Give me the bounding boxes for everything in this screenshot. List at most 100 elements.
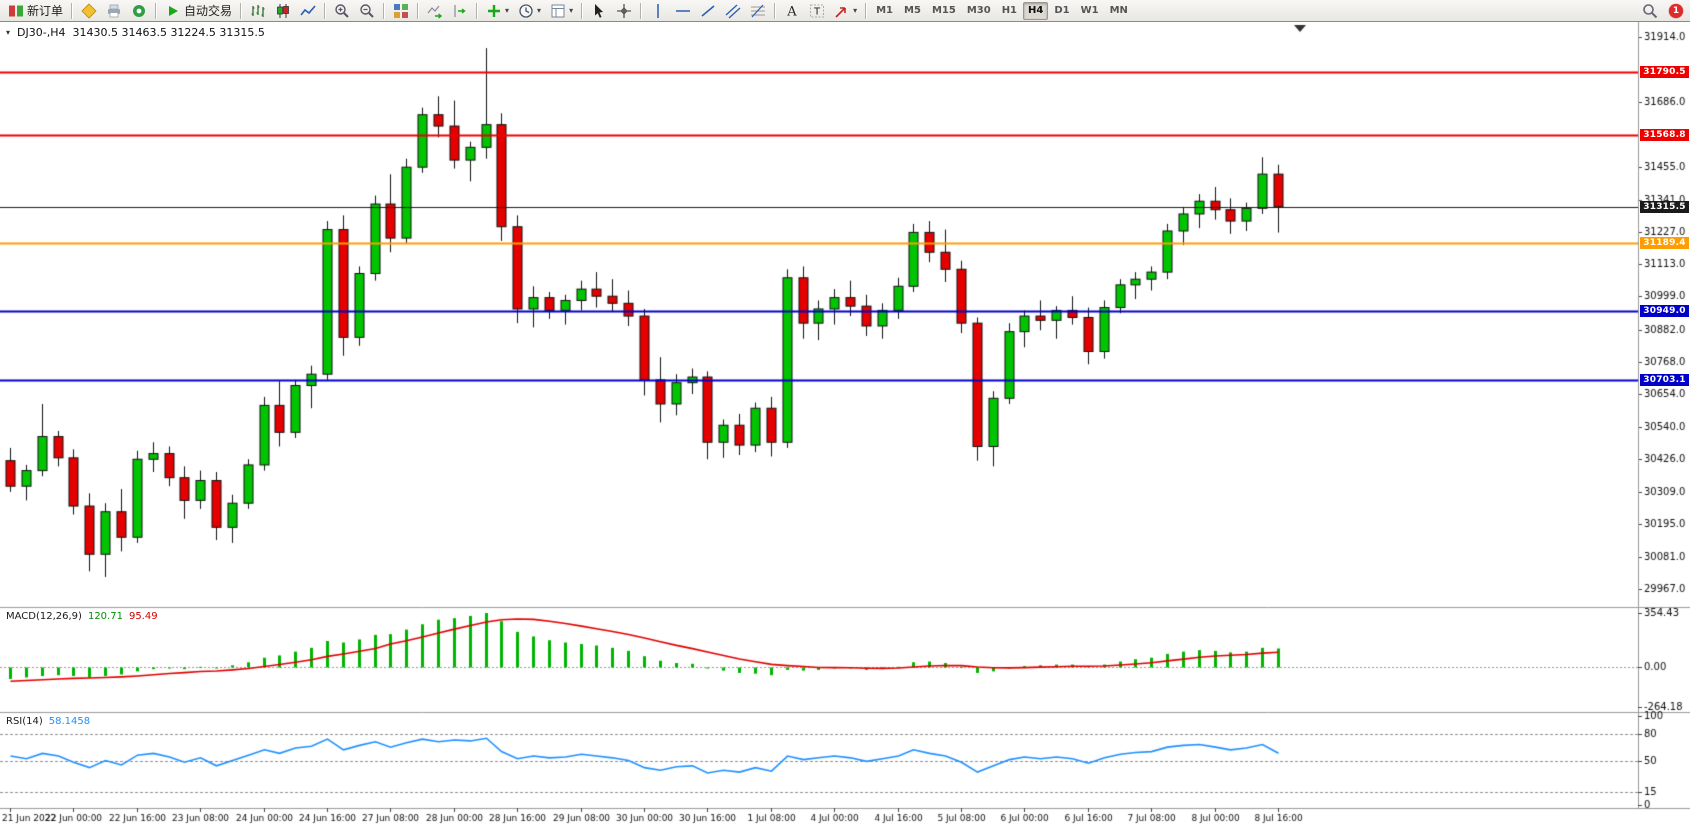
cursor-button[interactable] [587,1,611,21]
bar-chart-button[interactable] [246,1,270,21]
macd-indicator-label: MACD(12,26,9) 120.71 95.49 [6,611,158,622]
autotrading-button[interactable]: 自动交易 [161,1,236,21]
vertical-line-button[interactable] [646,1,670,21]
chart-shift-button[interactable] [448,1,472,21]
new-order-button[interactable]: 新订单 [4,1,67,21]
zoom-in-icon [335,3,349,18]
dropdown-caret-icon: ▾ [505,5,510,15]
toolbar-separator [71,2,74,19]
dropdown-caret-icon: ▾ [569,5,574,15]
toolbar-separator [155,2,158,19]
macd-name: MACD(12,26,9) [6,611,82,622]
toolbar-separator [640,2,643,19]
autotrading-icon [169,5,179,16]
horizontal-line-icon [676,9,691,12]
price-axis-chip: 30703.1 [1640,374,1689,387]
tile-windows-button[interactable] [389,1,413,21]
symbol-timeframe: DJ30-,H4 [17,26,66,39]
templates-icon [551,4,565,17]
crosshair-icon [617,3,632,18]
symbol-caret-icon: ▾ [6,28,11,37]
price-axis-chip: 31568.8 [1640,128,1689,141]
new-order-label: 新订单 [27,4,64,18]
svg-text:T: T [813,6,821,17]
auto-scroll-button[interactable] [423,1,447,21]
timeframe-m30-button[interactable]: M30 [962,2,996,20]
indicators-icon [488,4,501,17]
zoom-out-button[interactable] [355,1,379,21]
svg-text:A: A [786,4,797,19]
arrows-button[interactable]: ▾ [830,1,861,21]
indicators-button[interactable]: ▾ [482,1,513,21]
fibonacci-icon [751,4,766,17]
templates-button[interactable]: ▾ [546,1,577,21]
toolbar-separator [324,2,327,19]
toolbar-separator [774,2,777,19]
line-chart-button[interactable] [296,1,320,21]
vertical-line-icon [657,3,659,18]
clock-icon [519,3,533,18]
ohlc-values: 31430.5 31463.5 31224.5 31315.5 [72,26,265,39]
main-toolbar: 新订单 自动交易 [0,0,1690,22]
line-chart-icon [300,4,316,15]
zoom-out-icon [360,3,374,18]
auto-scroll-icon [427,5,443,19]
macd-main-value: 120.71 [87,611,123,622]
periods-button[interactable]: ▾ [514,1,545,21]
trendline-icon [701,4,715,17]
text-button[interactable]: A [780,1,804,21]
fibonacci-button[interactable] [746,1,770,21]
dropdown-caret-icon: ▾ [537,5,542,15]
timeframe-m1-button[interactable]: M1 [871,2,898,20]
horizontal-line-button[interactable] [671,1,695,21]
metaeditor-button[interactable] [77,1,101,21]
chart-window: ▾ DJ30-,H4 31430.5 31463.5 31224.5 31315… [0,22,1690,831]
bar-chart-icon [251,4,265,17]
print-button[interactable] [102,1,126,21]
text-label-button[interactable]: T [805,1,829,21]
toolbar-separator [865,2,868,19]
candlestick-chart-button[interactable] [271,1,295,21]
toolbar-separator [417,2,420,19]
metaeditor-icon [81,2,97,19]
macd-signal-value: 95.49 [128,611,158,622]
price-axis-chip: 30949.0 [1640,304,1689,317]
chart-ohlc-label: ▾ DJ30-,H4 31430.5 31463.5 31224.5 31315… [6,26,265,39]
timeframe-m15-button[interactable]: M15 [927,2,961,20]
arrow-tool-icon [835,6,846,18]
text-label-icon: T [810,4,825,17]
candlestick-chart-icon [277,3,289,18]
timeframe-mn-button[interactable]: MN [1105,2,1133,20]
timeframe-w1-button[interactable]: W1 [1076,2,1104,20]
timeframe-h4-button[interactable]: H4 [1023,1,1049,20]
dropdown-caret-icon: ▾ [853,5,858,15]
price-axis-chip: 31189.4 [1640,236,1689,249]
channel-icon [725,4,741,18]
price-axis-chip: 31790.5 [1640,66,1689,79]
chart-shift-icon [454,4,466,17]
trendline-button[interactable] [696,1,720,21]
print-icon [108,4,121,17]
chart-canvas[interactable] [0,22,1690,831]
zoom-in-button[interactable] [330,1,354,21]
new-order-icon [9,5,23,16]
tile-windows-icon [394,3,409,18]
timeframe-m5-button[interactable]: M5 [899,2,926,20]
timeframe-d1-button[interactable]: D1 [1049,2,1074,20]
timeframe-h1-button[interactable]: H1 [997,2,1022,20]
rsi-value: 58.1458 [48,716,91,727]
text-icon: A [786,4,797,19]
toolbar-separator [240,2,243,19]
community-button[interactable] [127,1,151,21]
crosshair-button[interactable] [612,1,636,21]
search-button[interactable] [1638,1,1662,21]
price-axis-chip: 31315.5 [1640,200,1689,213]
toolbar-separator [383,2,386,19]
rsi-indicator-label: RSI(14) 58.1458 [6,716,90,727]
search-icon [1643,3,1658,18]
community-icon [133,4,146,17]
channel-button[interactable] [721,1,745,21]
toolbar-separator [581,2,584,19]
autotrading-label: 自动交易 [184,4,233,18]
notification-badge[interactable]: 1 [1669,3,1683,18]
